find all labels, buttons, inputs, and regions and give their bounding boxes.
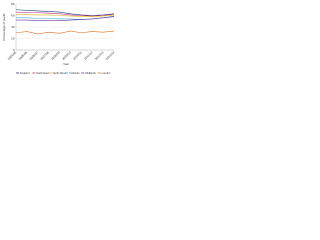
y-tick-label: 80	[11, 2, 15, 6]
legend-label: Yorkshire	[69, 71, 80, 75]
y-tick-label: 40	[11, 25, 15, 29]
legend-label: London	[102, 71, 111, 75]
legend-label: North West	[53, 71, 66, 75]
series-line	[15, 9, 115, 16]
legend-label: Midlands	[85, 71, 96, 75]
series-line	[15, 30, 115, 35]
legend-label: North East	[36, 71, 49, 75]
series-line	[16, 16, 115, 21]
x-tick-label: 2008/09	[50, 50, 61, 61]
x-tick-label: 2010/11	[72, 50, 83, 61]
x-tick-label: 2004/05	[7, 50, 18, 61]
x-tick-label: 2009/10	[61, 50, 72, 61]
y-tick-label: 60	[11, 13, 15, 17]
x-tick-label: 2006/07	[29, 50, 40, 61]
series-line	[15, 11, 115, 17]
series-line	[16, 14, 115, 17]
background	[0, 0, 119, 80]
y-axis-label: Percentage of pupils	[2, 13, 6, 41]
y-tick-label: 0	[13, 48, 15, 52]
x-tick-label: 2012/13	[94, 50, 105, 61]
legend-label: England	[20, 71, 30, 75]
x-tick-label: 2005/06	[18, 50, 29, 61]
y-tick-label: 20	[11, 36, 15, 40]
chart: Percentage of pupils Year 0 20 40 60 80 2004/…	[0, 0, 119, 80]
x-tick-label: 2011/12	[83, 50, 94, 61]
x-axis-label: Year	[63, 62, 69, 66]
x-tick-label: 2013/14	[105, 50, 116, 61]
x-tick-label: 2007/08	[39, 50, 50, 61]
